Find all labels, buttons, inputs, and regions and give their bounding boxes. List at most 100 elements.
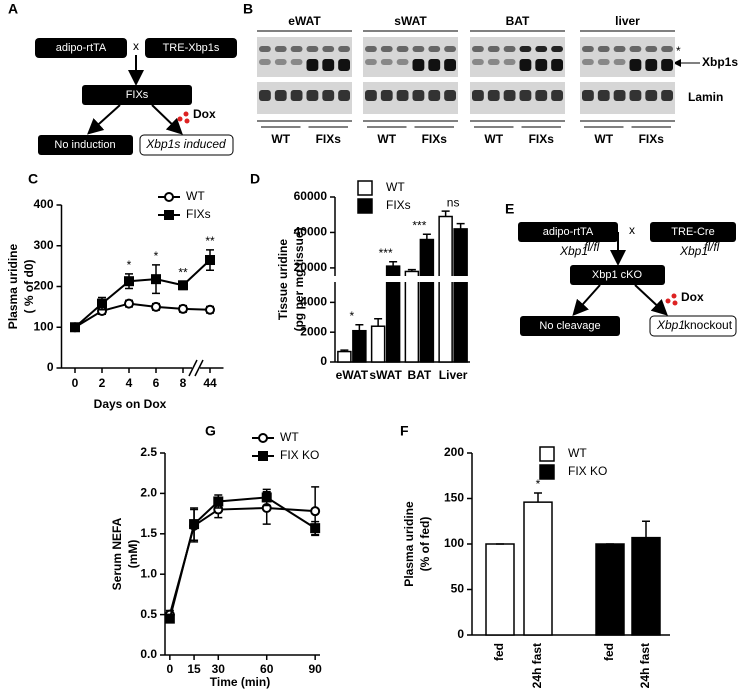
band (396, 59, 409, 65)
band (274, 46, 287, 52)
x-tick-label: 0 (167, 662, 174, 676)
legend-swatch (539, 446, 555, 462)
legend-label: WT (280, 430, 299, 444)
box (650, 222, 736, 242)
bar (352, 329, 367, 363)
arrow (87, 104, 121, 135)
y-tick-label: 400 (33, 197, 53, 211)
band (551, 46, 563, 52)
y-tick-label: 200 (444, 445, 464, 459)
series-line (168, 496, 316, 619)
series-line (74, 302, 211, 329)
y-axis-label: ( % of d0) (22, 260, 36, 314)
band (380, 90, 393, 101)
box (38, 135, 133, 155)
error-bar (441, 210, 450, 217)
y-axis-label: (% of fed) (418, 517, 432, 572)
marker (124, 298, 134, 309)
band (645, 90, 658, 101)
band (582, 46, 594, 52)
box (520, 316, 620, 336)
x-tick-label: 90 (308, 662, 322, 676)
x-tick-label: 24h fast (638, 643, 652, 688)
band (519, 90, 532, 101)
band (487, 46, 500, 52)
blot-image (580, 37, 675, 77)
band-label: * (676, 44, 681, 58)
band (322, 90, 335, 101)
blot-image (363, 82, 458, 114)
x-tick-label: fed (492, 643, 506, 661)
treatment: Dox (193, 107, 216, 121)
x-tick-label: 0 (72, 376, 79, 390)
x-axis-label: Days on Dox (94, 397, 167, 411)
legend-label: WT (386, 180, 405, 194)
panel-label: F (400, 423, 409, 439)
y-axis-label: Plasma uridine (402, 501, 416, 587)
group-label: WT (377, 132, 396, 146)
legend-swatch (357, 198, 373, 214)
y-axis-label: (pg per mg tissue) (292, 227, 306, 331)
panel-label: D (250, 171, 260, 187)
band (259, 59, 271, 65)
arrow (572, 284, 601, 316)
y-tick-label: 1.5 (140, 526, 157, 540)
band (444, 59, 456, 71)
band (503, 90, 516, 101)
band (487, 59, 500, 65)
node-label: TRE-Xbp1s (163, 42, 220, 54)
band (444, 90, 456, 101)
band (428, 59, 441, 71)
blot-image (470, 82, 565, 114)
y-axis-label: Tissue uridine (276, 239, 290, 320)
band (428, 90, 441, 101)
y-tick-label: 150 (444, 491, 464, 505)
box (570, 265, 665, 285)
legend-label: FIXs (386, 198, 411, 212)
western-blot: * Xbp1s Lamin eWAT WT FIXs sWAT WT FIXs BAT WT F… (257, 14, 738, 146)
marker (151, 301, 161, 312)
node-label: Xbp1s induced (145, 137, 226, 151)
band (629, 59, 642, 71)
annotation: ** (178, 265, 188, 279)
band (582, 90, 594, 101)
annotation: * (536, 477, 541, 491)
band (259, 90, 271, 101)
band (396, 46, 409, 52)
x-tick-label: sWAT (369, 368, 402, 382)
panel-label: C (28, 171, 38, 187)
group-label: FIXs (422, 132, 448, 146)
band (661, 46, 673, 52)
dox-dot (184, 118, 190, 124)
box (82, 85, 192, 105)
band (597, 46, 610, 52)
band (661, 59, 673, 71)
bar (631, 536, 661, 636)
axis-break (188, 359, 204, 377)
y-tick-label: 0 (47, 360, 54, 374)
cross: x (133, 39, 139, 53)
x-tick-label: 8 (180, 376, 187, 390)
marker (213, 496, 224, 507)
band (412, 46, 425, 52)
y-tick-label: 100 (33, 319, 53, 333)
marker (124, 276, 134, 287)
band (380, 59, 393, 65)
group-label: FIXs (639, 132, 665, 146)
y-tick-label: 40000 (294, 225, 328, 239)
y-tick-label: 2.0 (140, 486, 157, 500)
error-bar (407, 268, 416, 272)
arrow (151, 104, 183, 135)
dox-dot (183, 111, 189, 117)
box (649, 315, 737, 337)
blot-image (580, 82, 675, 114)
legend-swatch (539, 464, 555, 480)
band (306, 46, 319, 52)
dox-dot (672, 300, 678, 306)
dox-dot (177, 116, 183, 122)
marker (164, 192, 174, 202)
band (503, 59, 516, 65)
cross: x (629, 223, 635, 237)
y-tick-label: 0.0 (140, 647, 157, 661)
